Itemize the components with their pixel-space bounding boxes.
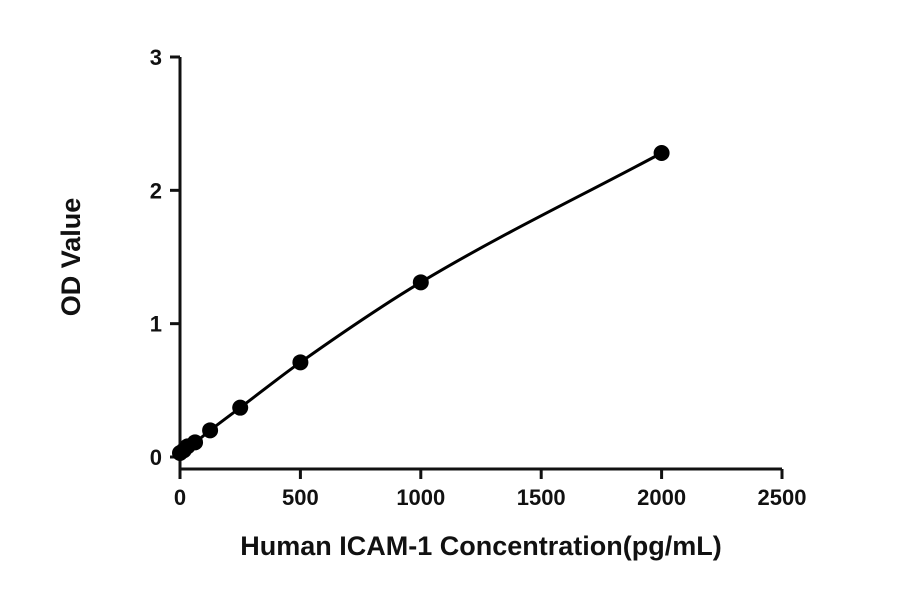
x-axis: 0 500 1000 1500 2000 2500 Human ICAM-1 Concen…	[174, 467, 807, 561]
plot-area	[172, 145, 670, 461]
y-tick-label: 1	[150, 312, 162, 337]
y-axis: 0 1 2 3 OD Value	[56, 45, 182, 470]
data-point	[412, 274, 429, 291]
data-point	[187, 434, 204, 451]
fit-curve	[179, 151, 663, 455]
y-tick-label: 3	[150, 45, 162, 70]
x-axis-title: Human ICAM-1 Concentration(pg/mL)	[240, 531, 721, 561]
x-ticks: 0 500 1000 1500 2000 2500	[174, 469, 807, 510]
y-tick-label: 0	[150, 445, 162, 470]
y-tick-label: 2	[150, 178, 162, 203]
x-tick-label: 2500	[758, 485, 807, 510]
data-point	[653, 145, 670, 161]
x-tick-label: 2000	[637, 485, 686, 510]
x-tick-label: 500	[282, 485, 319, 510]
x-tick-label: 1500	[517, 485, 566, 510]
y-axis-title: OD Value	[56, 198, 86, 317]
data-point	[202, 422, 219, 439]
data-point	[232, 399, 249, 416]
x-tick-label: 1000	[396, 485, 445, 510]
data-points	[172, 145, 670, 461]
x-tick-label: 0	[174, 485, 186, 510]
y-ticks: 0 1 2 3	[150, 45, 180, 470]
data-point	[292, 354, 309, 371]
